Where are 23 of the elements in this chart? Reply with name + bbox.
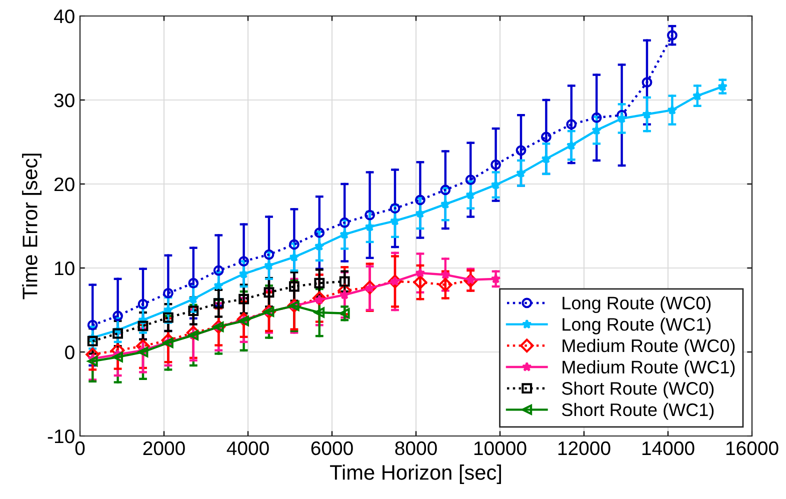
x-tick-label: 14000: [642, 441, 694, 456]
y-tick-label: 10: [54, 261, 74, 276]
legend-label: Long Route (WC0): [562, 296, 711, 314]
x-axis-title: Time Horizon [sec]: [330, 464, 501, 484]
x-tick-label: 12000: [558, 441, 610, 456]
y-tick-label: 30: [54, 93, 74, 108]
x-tick-label: 6000: [311, 441, 353, 456]
legend-label: Medium Route (WC1): [562, 360, 735, 378]
x-tick-label: 8000: [395, 441, 437, 456]
x-tick-label: 2000: [143, 441, 185, 456]
x-tick-label: 16000: [726, 441, 778, 456]
x-tick-label: 0: [75, 441, 85, 456]
y-tick-label: -10: [48, 429, 74, 444]
legend-label: Short Route (WC1): [562, 402, 714, 420]
y-tick-label: 20: [54, 177, 74, 192]
y-axis-title: Time Error [sec]: [22, 154, 42, 300]
legend-label: Long Route (WC1): [562, 318, 711, 334]
y-tick-label: 40: [54, 9, 74, 24]
x-tick-label: 10000: [474, 441, 526, 456]
legend-label: Medium Route (WC0): [562, 338, 735, 356]
x-tick-label: 4000: [226, 441, 269, 456]
legend-label: Short Route (WC0): [562, 382, 714, 398]
y-tick-label: 0: [65, 345, 74, 360]
